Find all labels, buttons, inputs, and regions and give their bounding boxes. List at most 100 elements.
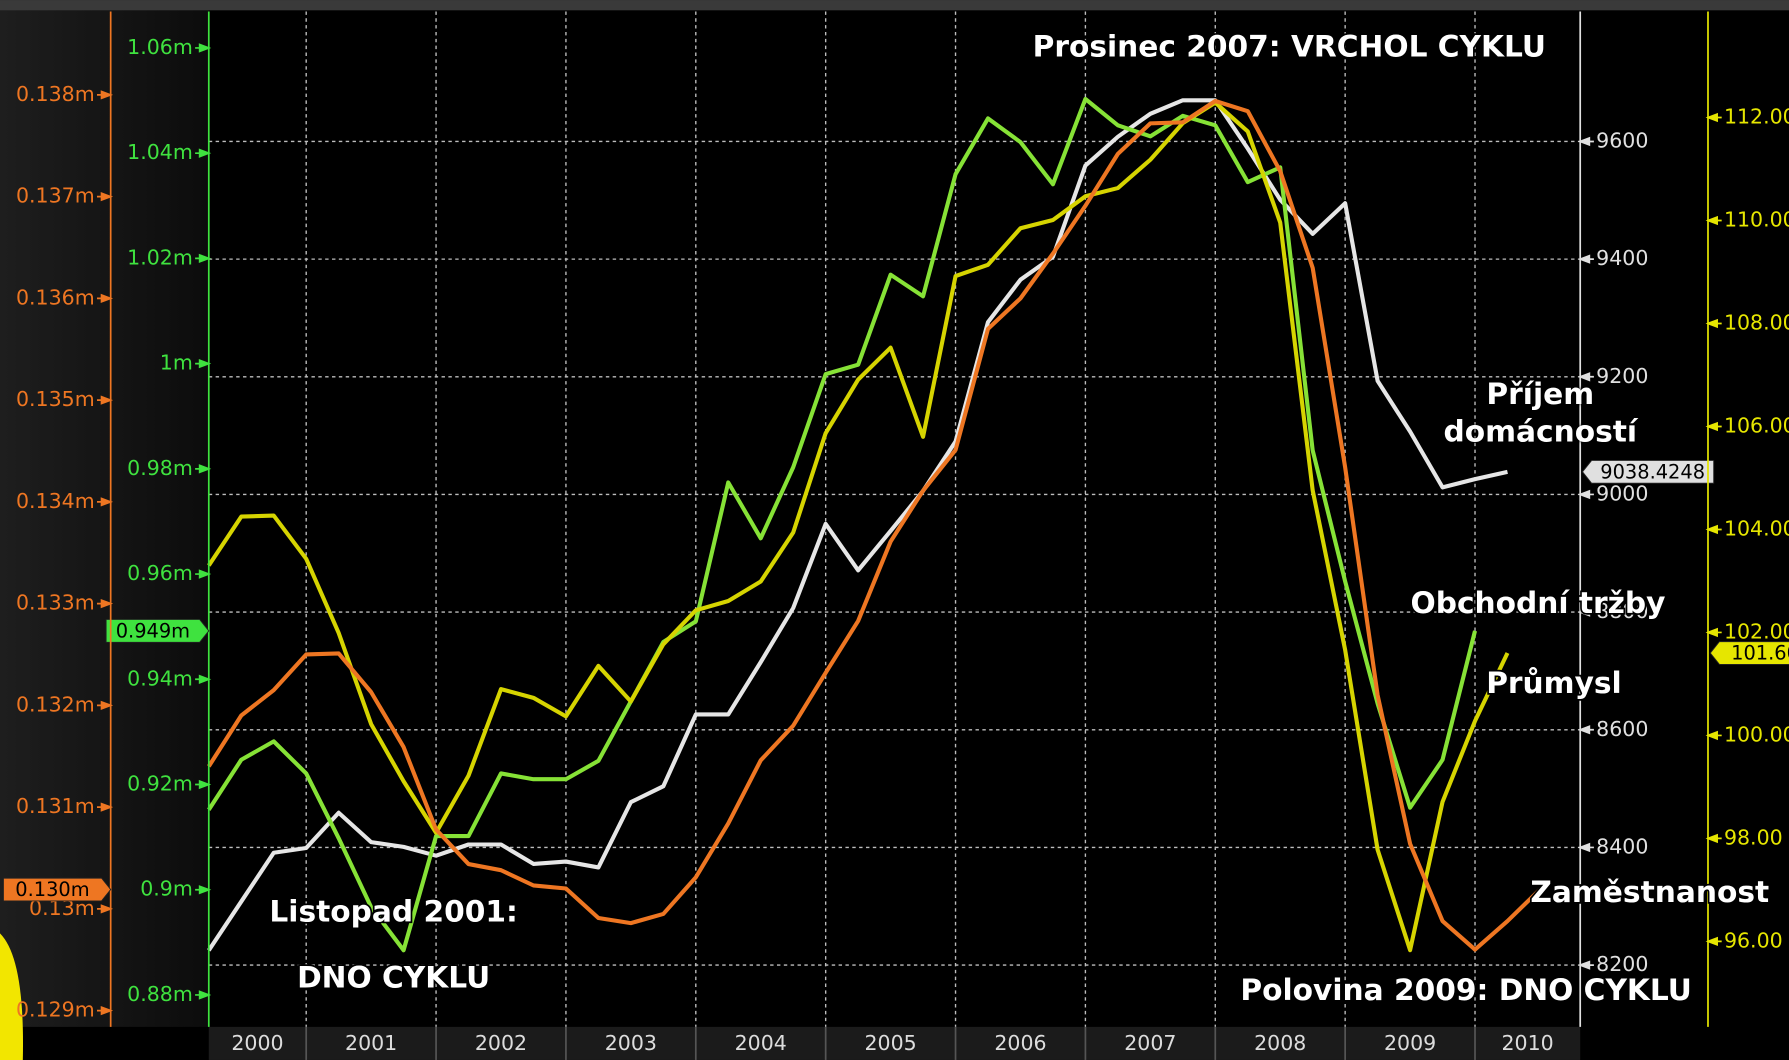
y-tick [195, 253, 212, 264]
y-tick-label: 0.88m [127, 982, 193, 1006]
y-tick-label: 110.00 [1724, 208, 1789, 232]
value-tag [1709, 641, 1789, 665]
value-tag [105, 619, 210, 643]
y-tick-label: 0.135m [16, 387, 95, 411]
y-tick [195, 358, 212, 369]
y-tick-label: 9400 [1596, 246, 1648, 270]
y-tick-label: 0.131m [16, 794, 95, 818]
x-tick-label: 2003 [605, 1031, 657, 1055]
x-axis-band [208, 1026, 1581, 1060]
y-tick-label: 8600 [1596, 717, 1648, 741]
y-tick [96, 395, 114, 405]
y-tick [1705, 421, 1722, 432]
y-tick [1705, 936, 1722, 947]
x-tick-label: 2000 [231, 1031, 283, 1055]
y-tick [1705, 215, 1722, 226]
x-tick-label: 2008 [1254, 1031, 1306, 1055]
y-tick [96, 293, 114, 304]
y-tick [195, 148, 212, 158]
y-tick-label: 8400 [1596, 834, 1648, 858]
x-tick-label: 2010 [1502, 1031, 1554, 1055]
x-tick-label: 2006 [994, 1031, 1046, 1055]
series-label: Zaměstnanost [1530, 874, 1769, 909]
y-tick [96, 700, 114, 711]
y-tick-label: 1.02m [127, 245, 193, 269]
x-tick-label: 2004 [735, 1031, 787, 1055]
y-tick [1705, 112, 1722, 123]
y-tick [1705, 627, 1722, 638]
value-tag [2, 877, 112, 902]
y-tick-label: 96.00 [1724, 928, 1783, 952]
y-tick [1705, 730, 1722, 741]
y-tick [1577, 372, 1594, 382]
value-tag-label: 101.60 [1731, 642, 1789, 665]
y-tick-label: 0.137m [16, 184, 95, 208]
y-tick [1577, 489, 1594, 500]
y-tick-label: 1m [160, 351, 193, 375]
y-tick [195, 569, 212, 579]
annotation: DNO CYKLU [297, 959, 490, 994]
y-tick [1705, 524, 1722, 535]
y-tick [195, 464, 212, 474]
y-tick-label: 0.132m [16, 692, 95, 716]
y-tick-label: 112.00 [1724, 105, 1789, 129]
series-label-box: Příjem domácností [1443, 377, 1638, 450]
y-tick-label: 1.04m [127, 140, 193, 164]
y-tick [1577, 254, 1594, 264]
annotation: Polovina 2009: DNO CYKLU [1240, 972, 1691, 1007]
y-tick [96, 802, 114, 812]
y-tick [1577, 725, 1594, 735]
series-line [207, 98, 1542, 952]
y-tick [195, 885, 212, 895]
x-tick-label: 2002 [475, 1031, 527, 1055]
y-tick [1577, 960, 1594, 970]
y-tick-label: 104.00 [1724, 516, 1789, 540]
y-tick [96, 904, 114, 914]
value-tag-label: 0.130m [15, 878, 89, 901]
y-tick-label: 0.136m [16, 285, 95, 309]
x-tick-label: 2007 [1124, 1031, 1176, 1055]
x-tick-label: 2001 [345, 1031, 397, 1055]
y-tick-label: 9000 [1596, 481, 1648, 505]
y-tick-label: 1.06m [127, 35, 193, 59]
y-tick [195, 43, 212, 53]
corner-decoration [0, 933, 24, 1060]
y-tick [96, 191, 114, 202]
series-label: Příjem domácností [1443, 377, 1638, 450]
y-tick [96, 90, 114, 100]
y-tick [195, 779, 212, 790]
x-tick-label: 2009 [1384, 1031, 1436, 1055]
y-tick [96, 1005, 114, 1016]
y-tick-label: 0.92m [127, 772, 193, 796]
y-tick [96, 598, 114, 609]
series-label: Obchodní tržby [1411, 585, 1666, 620]
x-tick-label: 2005 [864, 1031, 916, 1055]
y-tick-label: 8800 [1596, 599, 1648, 623]
y-tick-label: 0.96m [127, 561, 193, 585]
y-tick [195, 674, 212, 684]
series-label: Průmysl [1486, 665, 1622, 700]
y-tick [1577, 136, 1594, 147]
annotation: Listopad 2001: [269, 893, 517, 928]
y-tick-label: 9600 [1596, 128, 1648, 152]
y-tick-label: 98.00 [1724, 825, 1783, 849]
y-tick-label: 8200 [1596, 952, 1648, 976]
y-tick [1577, 842, 1594, 853]
y-tick-label: 0.9m [140, 877, 193, 901]
y-tick-label: 102.00 [1724, 619, 1789, 643]
y-tick [1577, 607, 1594, 617]
left-axis-panel [0, 0, 209, 1027]
y-tick-label: 0.134m [16, 489, 95, 513]
value-tag-label: 0.949m [116, 620, 190, 643]
y-tick-label: 0.98m [127, 456, 193, 480]
y-tick-label: 0.94m [127, 666, 193, 690]
value-tag-label: 9038.4248 [1600, 460, 1705, 483]
value-tag [1581, 459, 1715, 484]
y-tick-label: 0.129m [16, 998, 95, 1022]
top-strip [0, 0, 1789, 11]
annotation: Prosinec 2007: VRCHOL CYKLU [1033, 28, 1546, 63]
series-line [207, 100, 1510, 953]
y-tick [195, 990, 212, 1000]
